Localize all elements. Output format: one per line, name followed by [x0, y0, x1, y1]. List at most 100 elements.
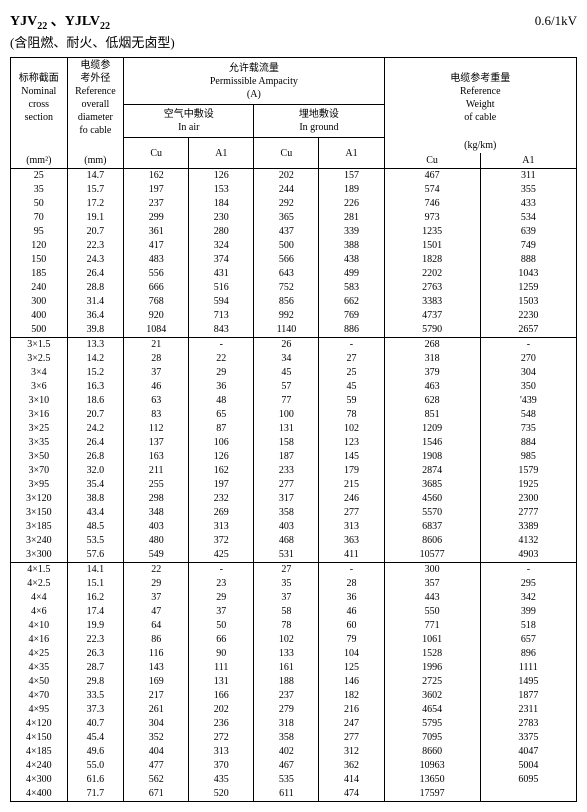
table-cell: 66 [189, 633, 254, 647]
table-cell: 215 [319, 478, 384, 492]
table-cell: 4×2.5 [11, 577, 68, 591]
table-cell: 3×120 [11, 492, 68, 506]
table-cell: 362 [319, 759, 384, 773]
table-cell: 311 [480, 168, 576, 183]
table-cell: 28 [319, 577, 384, 591]
col-diameter-unit: (mm) [67, 153, 124, 169]
table-cell: 433 [480, 197, 576, 211]
table-cell: 47 [124, 605, 189, 619]
table-cell: 216 [319, 703, 384, 717]
table-cell: 28.7 [67, 661, 124, 675]
table-cell: 2311 [480, 703, 576, 717]
table-cell: 643 [254, 267, 319, 281]
table-cell: 22 [189, 352, 254, 366]
table-cell: 3×6 [11, 380, 68, 394]
table-cell: 5795 [384, 717, 480, 731]
table-cell: 2202 [384, 267, 480, 281]
table-cell: 2763 [384, 281, 480, 295]
table-row: 4×1622.38666102791061657 [11, 633, 577, 647]
table-cell: 3×1.5 [11, 337, 68, 352]
table-row: 4×12040.730423631824757952783 [11, 717, 577, 731]
table-cell: 268 [384, 337, 480, 352]
table-cell: 4737 [384, 309, 480, 323]
table-cell: 4×4 [11, 591, 68, 605]
table-cell: 55.0 [67, 759, 124, 773]
col-in-air: 空气中敷设In air [124, 105, 254, 138]
table-cell: 237 [124, 197, 189, 211]
table-row: 4×15045.435227235827770953375 [11, 731, 577, 745]
table-cell: 771 [384, 619, 480, 633]
table-cell: 467 [254, 759, 319, 773]
table-cell: - [319, 562, 384, 577]
table-cell: 520 [189, 787, 254, 802]
table-cell: 355 [480, 183, 576, 197]
table-cell: 4654 [384, 703, 480, 717]
table-cell: 83 [124, 408, 189, 422]
table-cell: 318 [254, 717, 319, 731]
col-weight-al: A1 [480, 153, 576, 169]
table-cell: 45.4 [67, 731, 124, 745]
table-cell: 4×185 [11, 745, 68, 759]
table-cell: 230 [189, 211, 254, 225]
table-cell [480, 787, 576, 802]
voltage-rating: 0.6/1kV [535, 13, 577, 29]
table-cell: 5570 [384, 506, 480, 520]
table-cell: 15.7 [67, 183, 124, 197]
table-cell: 363 [319, 534, 384, 548]
table-cell: 417 [124, 239, 189, 253]
table-cell: 146 [319, 675, 384, 689]
table-cell: 300 [384, 562, 480, 577]
table-cell: 17597 [384, 787, 480, 802]
table-cell: 3×70 [11, 464, 68, 478]
table-cell: 3389 [480, 520, 576, 534]
table-cell: 2874 [384, 464, 480, 478]
table-row: 4×5029.816913118814627251495 [11, 675, 577, 689]
table-cell: 22 [124, 562, 189, 577]
table-cell: 179 [319, 464, 384, 478]
table-cell: 3×25 [11, 422, 68, 436]
table-cell: 25 [319, 366, 384, 380]
table-cell: 27 [319, 352, 384, 366]
table-cell: 111 [189, 661, 254, 675]
col-diameter-spacer [67, 138, 124, 153]
table-cell: 35.4 [67, 478, 124, 492]
table-row: 4×40071.767152061147417597 [11, 787, 577, 802]
table-row: 3×1018.663487759628'439 [11, 394, 577, 408]
table-cell: 131 [254, 422, 319, 436]
table-cell: 662 [319, 295, 384, 309]
table-cell: 7095 [384, 731, 480, 745]
table-cell: 628 [384, 394, 480, 408]
table-cell: 312 [319, 745, 384, 759]
table-row: 3515.7197153244189574355 [11, 183, 577, 197]
table-cell: 1209 [384, 422, 480, 436]
table-cell: 38.8 [67, 492, 124, 506]
table-cell: 318 [384, 352, 480, 366]
table-cell: 666 [124, 281, 189, 295]
table-cell: 438 [319, 253, 384, 267]
table-cell: 4×1.5 [11, 562, 68, 577]
table-cell: 40.7 [67, 717, 124, 731]
table-cell: 713 [189, 309, 254, 323]
table-cell: 556 [124, 267, 189, 281]
table-cell: 240 [11, 281, 68, 295]
table-cell: 1084 [124, 323, 189, 338]
table-cell: 403 [254, 520, 319, 534]
table-cell: 189 [319, 183, 384, 197]
col-ground-al: A1 [319, 138, 384, 169]
table-cell: 3×95 [11, 478, 68, 492]
table-row: 4×24055.0477370467362109635004 [11, 759, 577, 773]
table-cell: 18.6 [67, 394, 124, 408]
table-cell: 46 [124, 380, 189, 394]
table-cell: 10577 [384, 548, 480, 563]
table-cell: 61.6 [67, 773, 124, 787]
table-cell: 64 [124, 619, 189, 633]
table-cell: 37 [189, 605, 254, 619]
table-cell: 29 [189, 366, 254, 380]
table-cell: 22.3 [67, 633, 124, 647]
table-row: 3×18548.540331340331368373389 [11, 520, 577, 534]
table-cell: 2725 [384, 675, 480, 689]
table-cell: 480 [124, 534, 189, 548]
table-cell: 131 [189, 675, 254, 689]
table-cell: 32.0 [67, 464, 124, 478]
table-cell: 973 [384, 211, 480, 225]
